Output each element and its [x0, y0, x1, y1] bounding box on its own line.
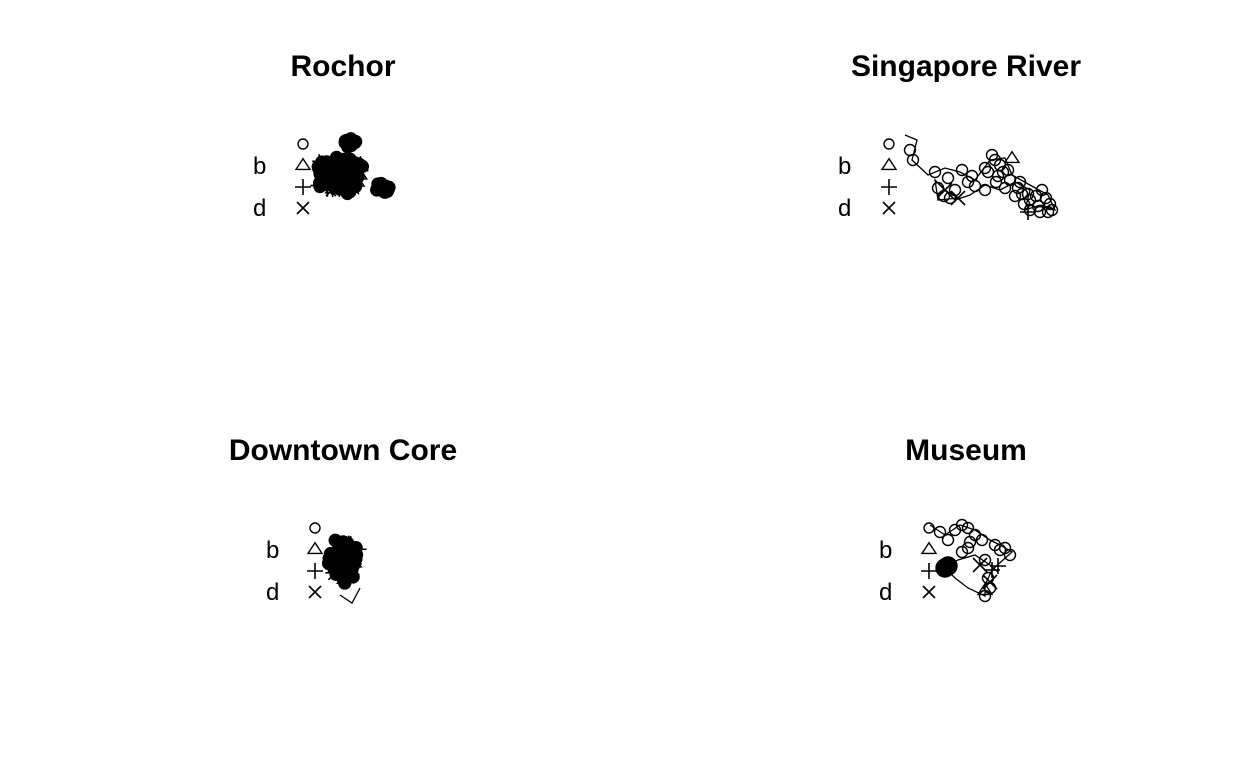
legend-label-b: b: [253, 153, 267, 180]
series-line: [929, 524, 1014, 598]
data-point-triangle: [294, 157, 312, 171]
panel-downtown-core: Downtown Core: [31, 384, 655, 768]
data-point-circle: [978, 161, 992, 175]
panel-rochor: Rochor: [31, 0, 655, 384]
data-point-circle: [928, 165, 942, 179]
data-point-circle: [1043, 197, 1057, 211]
data-point-circle: [955, 518, 969, 532]
data-point-cross: [982, 574, 998, 590]
chart-title: Singapore River: [850, 50, 1082, 83]
series-line: [904, 134, 1057, 212]
data-point-disc: [348, 179, 363, 194]
data-point-circle: [985, 148, 999, 162]
chart-title: Downtown Core: [228, 434, 458, 467]
data-point-circle: [933, 525, 947, 539]
data-point-circle: [941, 533, 955, 547]
data-point-triangle: [976, 582, 994, 596]
data-point-circle: [968, 179, 982, 193]
data-point-circle: [309, 522, 321, 534]
legend-label-b: b: [838, 153, 852, 180]
data-point-circle: [1013, 175, 1027, 189]
data-point-circle: [1031, 199, 1045, 213]
data-point-disc: [938, 556, 958, 576]
data-point-circle: [981, 165, 995, 179]
legend-label-d: d: [266, 579, 280, 606]
data-point-plus: [990, 558, 1006, 574]
chart-title: Museum: [905, 434, 1027, 467]
data-point-cross: [296, 201, 310, 215]
panel-museum: Museum: [654, 384, 1248, 768]
data-point-circle: [961, 175, 975, 189]
data-point-disc: [320, 160, 335, 174]
data-point-cross: [308, 585, 322, 599]
chart-title: Rochor: [290, 50, 396, 83]
data-point-plus: [921, 563, 937, 579]
data-point-circle: [989, 175, 1003, 189]
data-point-disc: [334, 166, 348, 181]
data-point-triangle: [920, 541, 938, 555]
data-point-circle: [941, 171, 955, 185]
data-point-circle: [906, 153, 920, 167]
data-point-plus: [352, 542, 367, 557]
data-point-circle: [1033, 205, 1047, 219]
data-point-circle: [1021, 187, 1035, 201]
data-point-triangle: [333, 557, 348, 570]
legend-label-b: b: [879, 537, 893, 564]
data-point-circle: [923, 522, 935, 534]
data-point-circle: [961, 521, 975, 535]
data-point-circle: [978, 589, 992, 603]
panel-singapore-river: Singapore River: [654, 0, 1248, 384]
data-point-plus: [307, 563, 323, 579]
data-point-circle: [297, 138, 309, 150]
data-point-cross: [950, 190, 966, 206]
data-point-disc: [352, 157, 366, 171]
data-point-circle: [943, 191, 957, 205]
data-point-cross: [972, 557, 988, 573]
data-point-plus: [328, 549, 343, 564]
data-point-circle: [1041, 205, 1055, 219]
legend-label-d: d: [879, 579, 893, 606]
data-point-disc: [345, 137, 359, 152]
data-point-circle: [961, 541, 975, 555]
data-point-triangle: [306, 541, 324, 555]
data-point-triangle: [1003, 150, 1021, 164]
legend-label-d: d: [838, 195, 852, 222]
legend-label-b: b: [266, 537, 280, 564]
data-point-circle: [1003, 548, 1017, 562]
legend-label-d: d: [253, 195, 267, 222]
data-point-circle: [1001, 163, 1015, 177]
data-point-disc: [374, 181, 388, 196]
data-point-circle: [978, 553, 992, 567]
data-point-cross: [937, 182, 953, 198]
data-point-cross: [882, 201, 896, 215]
data-point-triangle: [880, 157, 898, 171]
data-point-plus: [1020, 204, 1036, 220]
data-point-plus: [295, 179, 311, 195]
data-point-circle: [1008, 189, 1022, 203]
data-point-circle: [883, 138, 895, 150]
data-point-circle: [998, 181, 1012, 195]
data-point-circle: [975, 533, 989, 547]
data-point-plus: [881, 179, 897, 195]
data-point-circle: [1035, 183, 1049, 197]
data-point-disc: [330, 554, 344, 568]
data-point-circle: [955, 163, 969, 177]
data-point-circle: [963, 535, 977, 549]
data-point-circle: [931, 181, 945, 195]
data-point-circle: [948, 183, 962, 197]
data-point-cross: [922, 585, 936, 599]
series-line: [339, 587, 361, 604]
